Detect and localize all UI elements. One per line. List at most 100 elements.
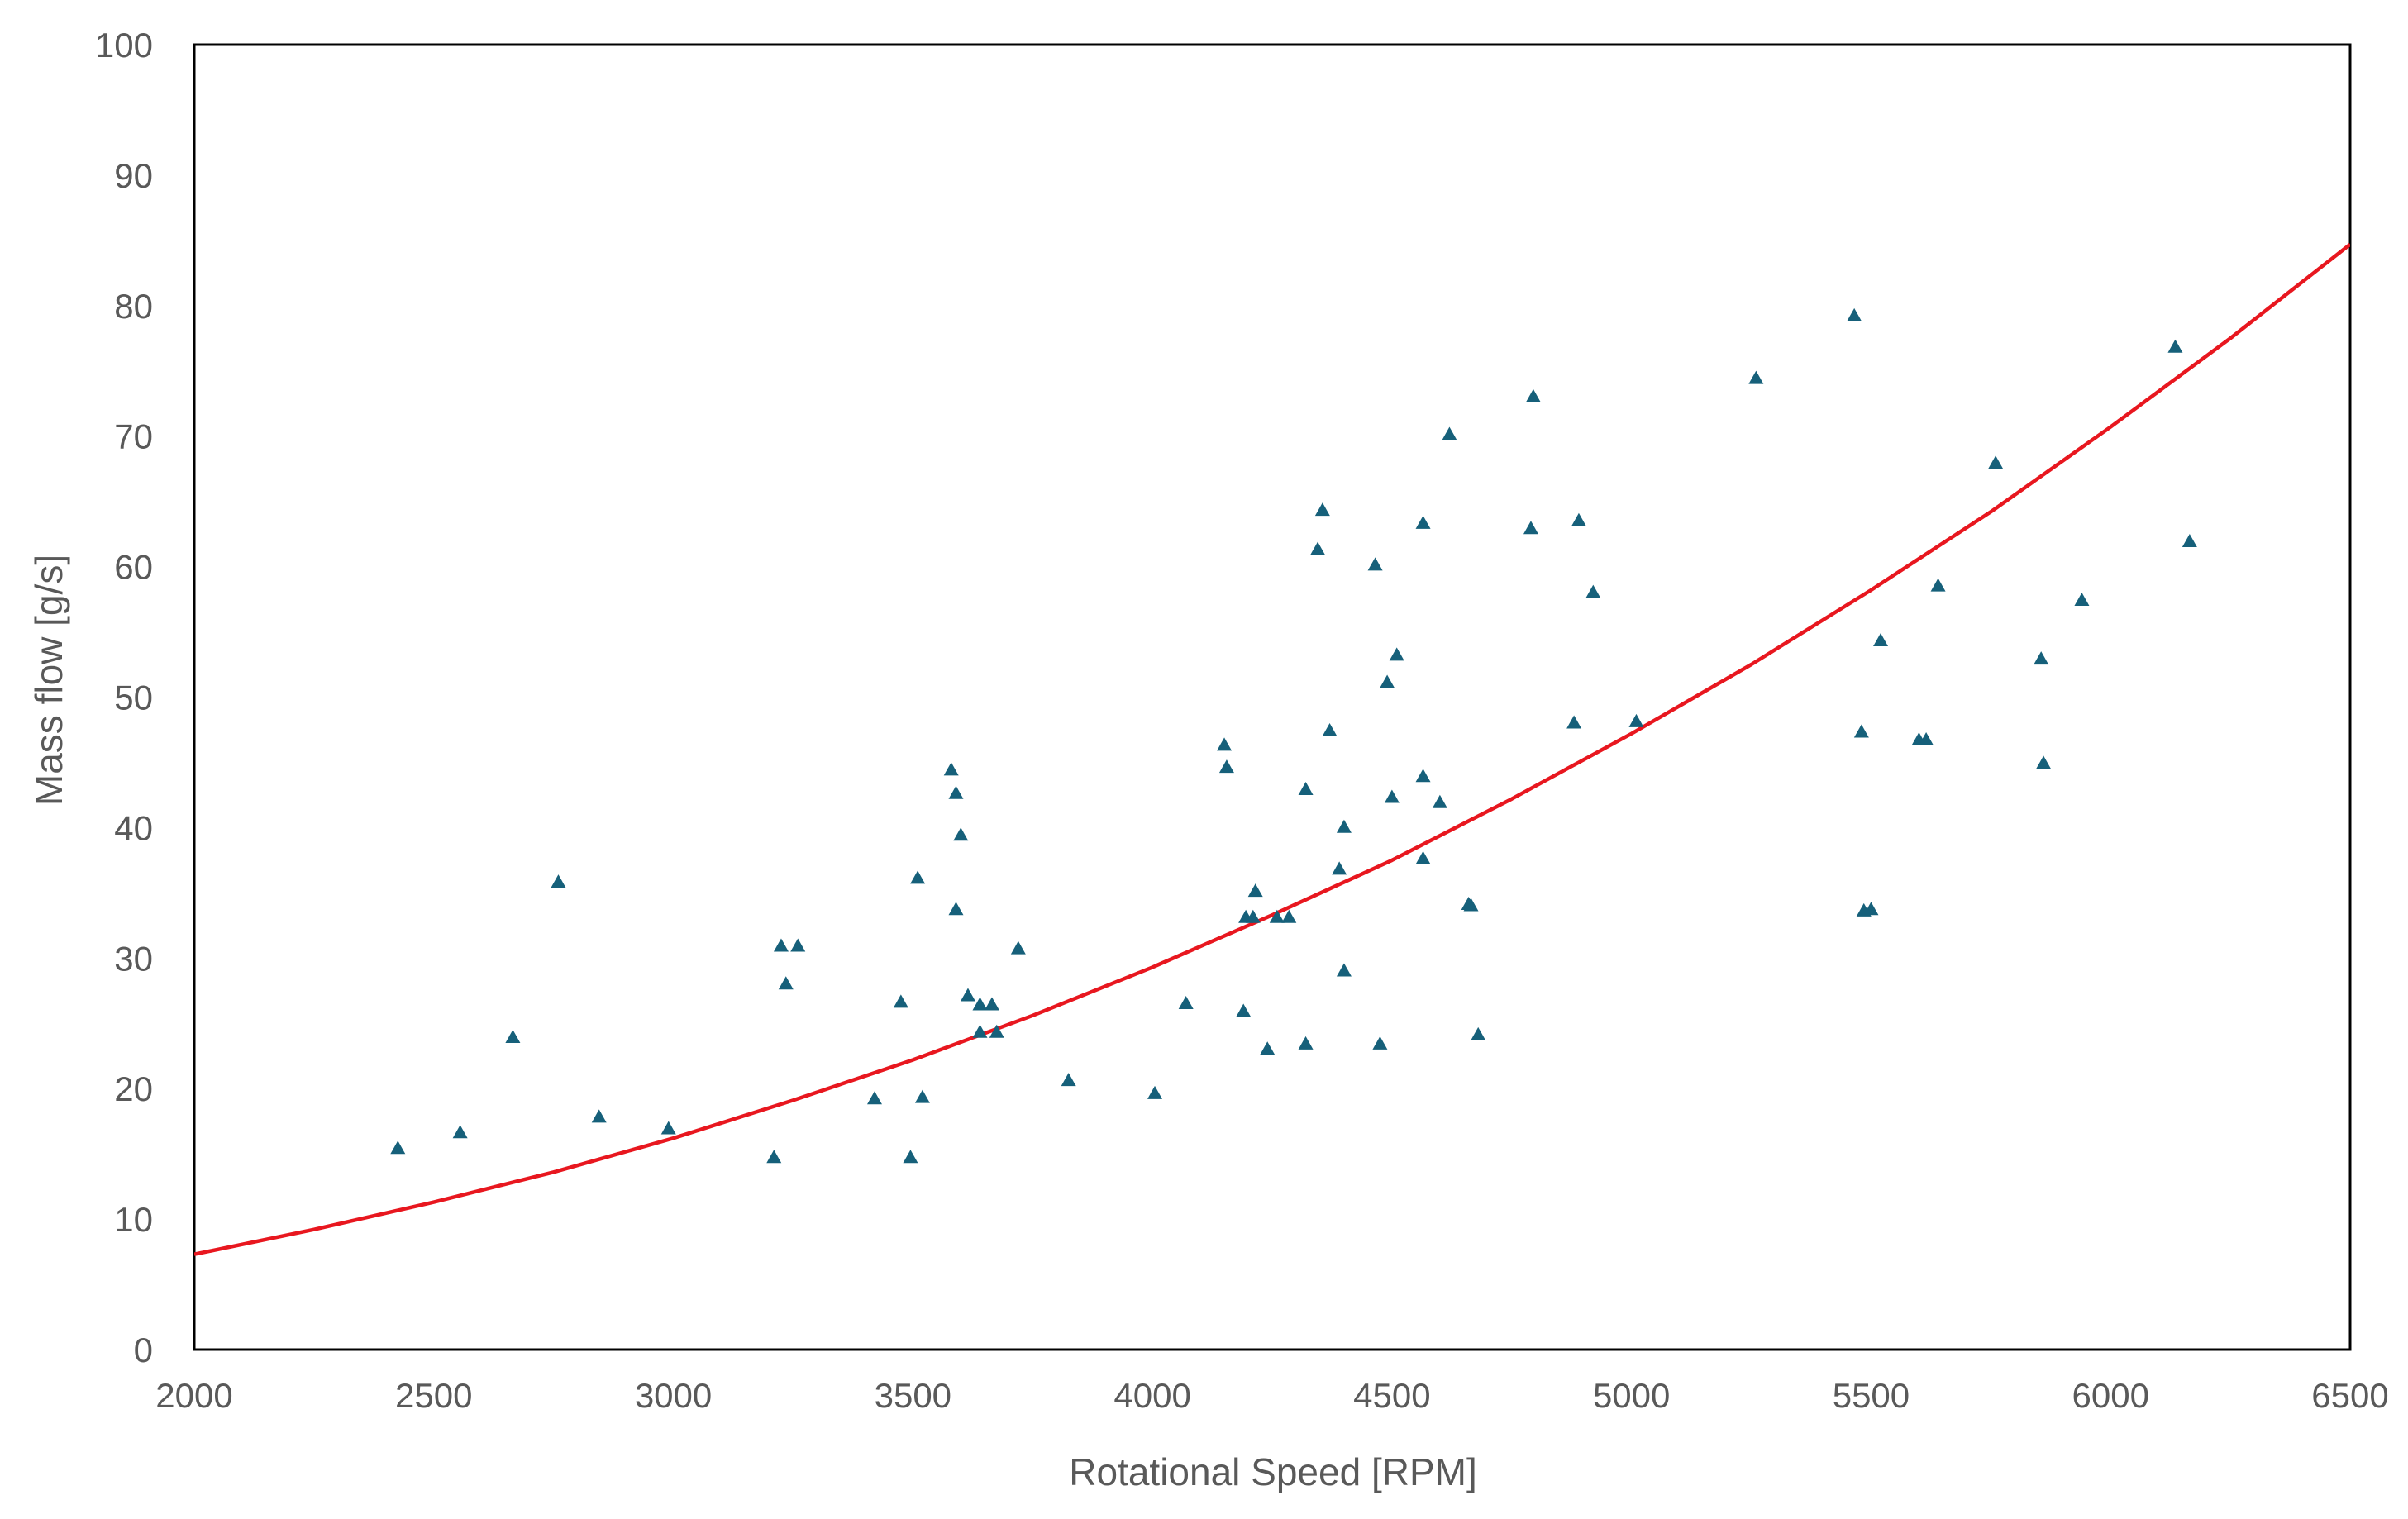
data-point [660,1121,676,1135]
data-point [1314,502,1330,517]
data-point [1367,557,1383,571]
plot-frame [193,43,2352,1351]
data-point [1748,370,1764,384]
data-point [790,938,806,952]
x-tick-label: 2500 [395,1376,472,1415]
fit-curve [194,242,2350,1256]
data-point [1178,995,1194,1009]
data-point [1322,722,1338,736]
data-point [1298,1036,1314,1050]
data-point [551,874,566,888]
data-point [1463,898,1479,912]
data-point [1010,940,1026,955]
x-tick-label: 2000 [155,1376,232,1415]
y-tick-label: 10 [114,1200,153,1239]
data-point [1061,1073,1076,1087]
data-point [390,1140,406,1155]
data-point [910,870,926,884]
x-tick-label: 5500 [1833,1376,1910,1415]
data-point [948,902,964,916]
data-point [1332,861,1347,875]
data-point [903,1150,918,1164]
x-tick-label: 4000 [1113,1376,1190,1415]
y-tick-label: 0 [134,1331,153,1369]
data-point [1847,307,1862,321]
data-point [1585,584,1601,598]
data-point [1988,455,2004,469]
x-tick-label: 4500 [1353,1376,1430,1415]
data-point [953,827,969,841]
data-point [989,1024,1004,1038]
data-point [1384,789,1400,803]
data-point [778,976,794,990]
data-point [948,785,964,799]
data-point [2034,651,2049,665]
data-point [1919,732,1934,746]
data-point [2182,533,2197,547]
data-point [1853,724,1869,738]
data-point [1523,521,1538,535]
data-point [1336,963,1352,977]
data-point [2036,755,2052,769]
x-tick-label: 3500 [875,1376,951,1415]
data-point [1260,1041,1276,1055]
x-tick-label: 6000 [2072,1376,2149,1415]
data-point [1432,794,1447,808]
data-point [893,994,908,1008]
data-point [1930,578,1946,592]
data-point [1147,1085,1163,1099]
y-tick-label: 60 [114,548,153,587]
data-point [1281,909,1297,923]
data-point [591,1109,607,1123]
data-point [1380,674,1395,688]
data-point [1245,909,1261,923]
y-axis-title: Mass flow [g/s] [27,555,70,806]
data-point [960,988,975,1002]
y-tick-label: 90 [114,156,153,195]
data-point [1372,1036,1388,1050]
data-point [1415,515,1431,529]
data-point [1236,1003,1252,1017]
x-tick-label: 6500 [2311,1376,2388,1415]
data-point [1218,760,1234,774]
data-point [1247,883,1263,898]
data-point [984,997,999,1011]
x-axis-ticks: 2000 2500 3000 3500 4000 4500 5000 5500 6000 6500 [155,1376,2388,1415]
data-point [972,997,988,1011]
data-point [773,938,789,952]
y-tick-label: 20 [114,1069,153,1108]
data-point [1863,902,1879,916]
data-point [972,1024,988,1038]
y-tick-label: 100 [95,26,153,64]
data-point [1571,512,1586,526]
data-point [2167,339,2183,353]
data-points-layer [390,307,2197,1164]
y-tick-label: 70 [114,417,153,456]
data-point [1310,541,1326,555]
y-tick-label: 50 [114,679,153,717]
data-point [1389,647,1404,661]
y-tick-label: 80 [114,287,153,326]
data-point [1415,850,1431,864]
data-point [1269,909,1285,923]
y-tick-label: 40 [114,808,153,847]
y-axis-ticks: 0 10 20 30 40 50 60 70 80 90 100 [95,26,153,1369]
data-point [1873,633,1889,647]
data-point [866,1091,882,1105]
data-point [505,1030,521,1044]
y-tick-label: 30 [114,939,153,978]
data-point [1442,426,1457,440]
plot-area-border [193,43,2352,1351]
data-point [1471,1026,1486,1040]
data-point [1415,769,1431,783]
data-point [914,1089,930,1103]
x-axis-title: Rotational Speed [RPM] [1069,1450,1477,1493]
data-point [1566,715,1582,729]
data-point [1525,388,1541,402]
data-point [1298,782,1314,796]
data-point [766,1150,782,1164]
x-tick-label: 5000 [1593,1376,1670,1415]
